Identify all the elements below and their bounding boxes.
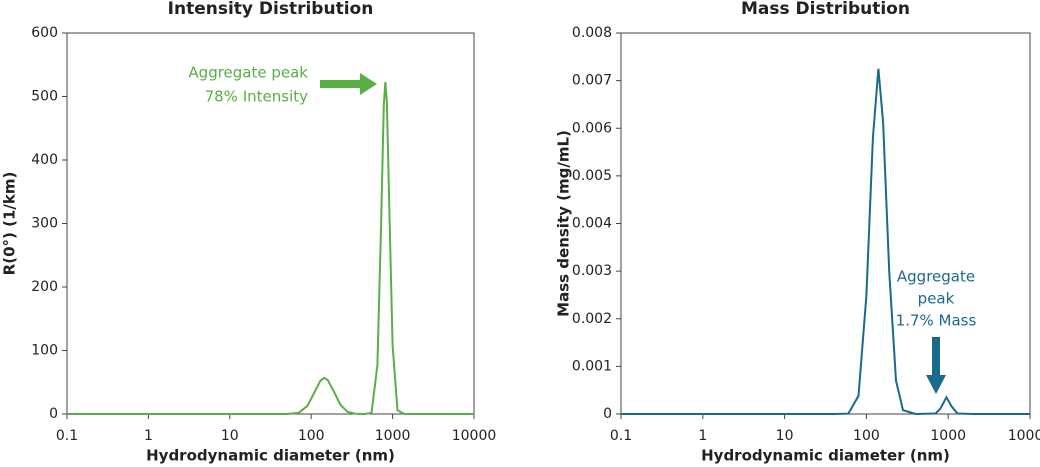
- y-tick-label: 500: [31, 89, 58, 105]
- chart-title: Intensity Distribution: [168, 0, 374, 19]
- y-tick-label: 0.005: [572, 168, 612, 184]
- x-tick-label: 10: [776, 428, 794, 444]
- x-tick-label: 0.1: [56, 428, 78, 444]
- x-tick-label: 1: [144, 428, 153, 444]
- y-tick-label: 0.008: [572, 25, 612, 41]
- y-tick-label: 0.004: [572, 216, 612, 232]
- chart-title: Mass Distribution: [741, 0, 910, 19]
- y-tick-label: 0.007: [572, 73, 612, 89]
- x-tick-label: 1: [698, 428, 707, 444]
- y-tick-label: 0.002: [572, 311, 612, 327]
- y-tick-label: 0.003: [572, 263, 612, 279]
- y-axis-label: R(0°) (1/km): [1, 172, 19, 276]
- annotation-text: Aggregate peak: [188, 64, 308, 82]
- data-line: [621, 68, 1030, 416]
- annotation-text: 78% Intensity: [205, 88, 309, 106]
- y-tick-label: 0.001: [572, 358, 612, 374]
- y-tick-label: 0: [603, 406, 612, 422]
- y-tick-label: 600: [31, 25, 58, 41]
- plot-frame: [620, 32, 1031, 415]
- x-axis-label: Hydrodynamic diameter (nm): [701, 447, 950, 465]
- x-tick-label: 1000: [930, 428, 966, 444]
- y-axis-label: Mass density (mg/mL): [555, 130, 573, 317]
- annotation-text: 1.7% Mass: [896, 312, 977, 330]
- annotation-text: peak: [918, 290, 955, 308]
- y-tick-label: 400: [31, 152, 58, 168]
- annotation-text: Aggregate: [897, 268, 975, 286]
- annotation-arrow: [926, 337, 946, 394]
- y-tick-label: 300: [31, 216, 58, 232]
- data-line: [67, 81, 474, 416]
- x-tick-label: 100: [853, 428, 880, 444]
- y-tick-label: 100: [31, 343, 58, 359]
- y-tick-label: 0: [49, 406, 58, 422]
- x-tick-label: 1000: [375, 428, 411, 444]
- y-tick-label: 200: [31, 279, 58, 295]
- x-tick-label: 0.1: [610, 428, 632, 444]
- x-tick-label: 10: [221, 428, 239, 444]
- annotation-arrow: [320, 73, 377, 95]
- x-tick-label: 10000: [452, 428, 497, 444]
- y-tick-label: 0.006: [572, 120, 612, 136]
- x-tick-label: 10000: [1008, 428, 1040, 444]
- x-axis-label: Hydrodynamic diameter (nm): [146, 447, 395, 465]
- x-tick-label: 100: [298, 428, 325, 444]
